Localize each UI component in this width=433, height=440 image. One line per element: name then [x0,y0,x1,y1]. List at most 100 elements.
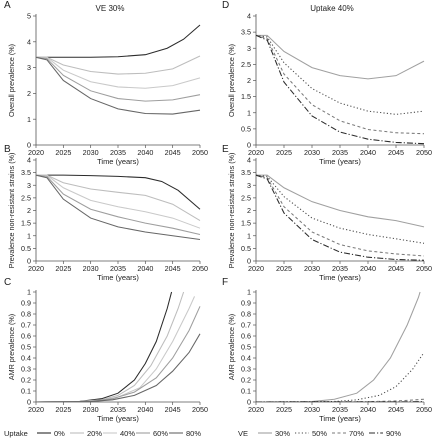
x-tick-label: 2045 [388,405,404,414]
y-tick-label: 3.5 [21,168,31,177]
y-tick-label: 4 [247,12,251,21]
y-tick-label: 3 [247,181,251,190]
y-tick-label: 1 [247,231,251,240]
y-tick-label: 0.9 [21,299,31,308]
y-axis-title: Overall prevalence (%) [7,44,16,117]
y-axis-title: Prevalence non-resistant strains (%) [7,153,16,269]
panel-letter: E [222,144,229,155]
x-tick-label: 2035 [332,264,348,273]
y-tick-label: 0.4 [21,354,31,363]
y-tick-label: 2.5 [241,193,251,202]
series-line-40pct [36,56,201,89]
y-axis-title: AMR prevalence (%) [227,314,236,380]
y-tick-label: 3 [27,181,31,190]
series-line-50pct [256,352,425,402]
y-tick-label: 0.3 [241,365,251,374]
x-tick-label: 2050 [192,405,208,414]
y-tick-label: 2.5 [241,60,251,69]
panel-f: F 0 0.1 0.2 0.3 0.4 0.5 0.6 0.7 0.8 0.9 1 2020 2025 20… [222,277,432,423]
x-tick-label: 2020 [28,148,44,157]
y-tick-label: 1.5 [241,92,251,101]
x-tick-label: 2040 [137,148,153,157]
x-tick-label: 2045 [165,405,181,414]
y-tick-label: 0.2 [241,376,251,385]
x-tick-label: 2040 [360,405,376,414]
panel-letter: A [4,0,11,11]
x-tick-label: 2025 [276,264,292,273]
x-tick-label: 2030 [304,264,320,273]
series-line-40pct [36,296,196,402]
y-tick-label: 3.5 [241,168,251,177]
panel-letter: D [222,0,229,11]
x-tick-label: 2020 [28,405,44,414]
x-tick-label: 2030 [304,405,320,414]
series-line-0pct [36,291,173,402]
y-tick-label: 0.9 [241,299,251,308]
y-tick-label: 0.5 [241,124,251,133]
x-tick-label: 2035 [110,148,126,157]
series-line-40pct [36,174,201,229]
x-tick-label: 2020 [248,148,264,157]
legend-label: 90% [386,429,401,438]
panel-c: C 0 0.1 0.2 0.3 0.4 0.5 0.6 0.7 0.8 0.9 1 2020 2025 20… [4,277,208,423]
x-tick-label: 2035 [332,148,348,157]
y-tick-label: 0 [27,398,31,407]
x-tick-label: 2040 [360,148,376,157]
series-line-80pct [36,174,201,241]
legend-label: 50% [312,429,327,438]
series-line-70pct [256,34,425,135]
y-tick-label: 0.5 [241,244,251,253]
series-line-80pct [36,333,201,402]
series-line-0pct [36,24,201,58]
series-line-60pct [36,306,201,402]
x-tick-label: 2045 [165,148,181,157]
y-tick-label: 0 [27,141,31,150]
series-line-90pct [256,34,425,145]
x-tick-label: 2040 [360,264,376,273]
y-tick-label: 5 [27,12,31,21]
y-tick-label: 1 [27,231,31,240]
x-axis-title: Time (years) [97,414,139,423]
x-tick-label: 2025 [276,148,292,157]
y-axis-title: AMR prevalence (%) [7,314,16,380]
panel-letter: B [4,144,11,155]
x-tick-label: 2025 [55,148,71,157]
series-line-30pct [256,291,421,402]
x-tick-label: 2030 [83,148,99,157]
y-tick-label: 4 [247,156,251,165]
series-line-60pct [36,174,201,236]
y-tick-label: 3.5 [241,28,251,37]
series-line-90pct [256,174,425,261]
y-tick-label: 0.6 [241,332,251,341]
panel-letter: C [4,277,11,288]
y-tick-label: 1.5 [21,219,31,228]
x-tick-label: 2045 [165,264,181,273]
y-tick-label: 1 [247,108,251,117]
legend-label: 40% [120,429,135,438]
x-tick-label: 2050 [192,264,208,273]
series-line-30pct [256,174,425,228]
y-tick-label: 2 [247,206,251,215]
panel-title: VE 30% [96,4,125,13]
x-tick-label: 2035 [110,264,126,273]
y-tick-label: 0 [247,141,251,150]
x-axis-title: Time (years) [97,157,139,166]
x-tick-label: 2040 [137,264,153,273]
y-tick-label: 2 [247,76,251,85]
y-tick-label: 3 [247,44,251,53]
x-axis-title: Time (years) [319,273,361,282]
x-tick-label: 2030 [83,405,99,414]
y-tick-label: 0.5 [241,343,251,352]
y-tick-label: 2 [27,206,31,215]
y-tick-label: 1 [247,288,251,297]
panel-a: A VE 30% 0 1 2 3 4 5 2020 2025 2030 2035 2040 2045 205… [4,0,208,166]
x-tick-label: 2050 [416,264,432,273]
y-tick-label: 0 [247,398,251,407]
legend-label: 20% [87,429,102,438]
y-axis-title: Prevalence non-resistant strains (%) [227,153,236,269]
y-tick-label: 0.3 [21,365,31,374]
y-tick-label: 0.2 [21,376,31,385]
